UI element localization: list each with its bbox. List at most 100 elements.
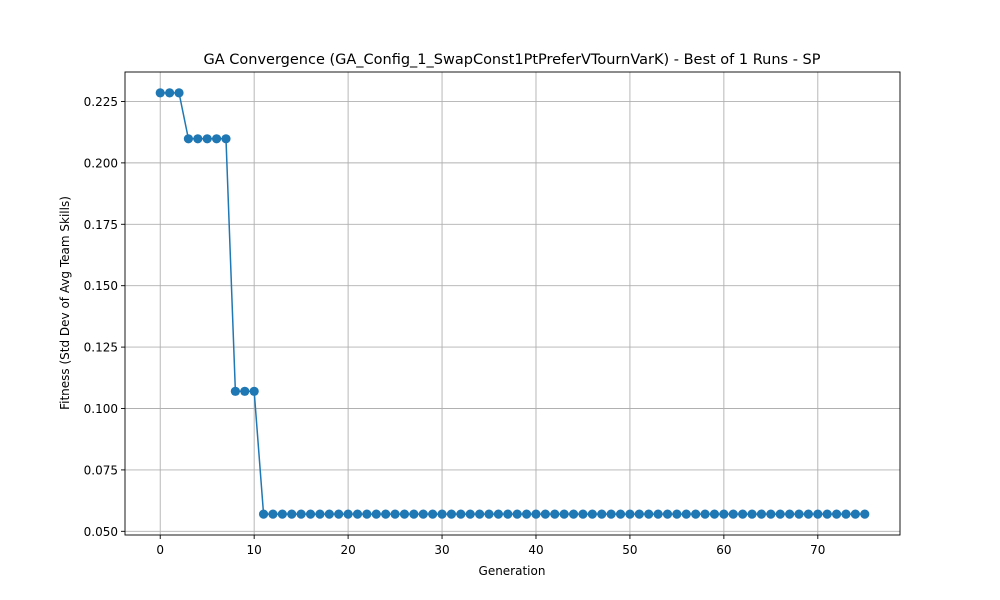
data-point [193, 134, 203, 144]
data-point [568, 509, 579, 519]
data-point [503, 509, 513, 519]
data-point [230, 386, 240, 396]
data-point [202, 134, 212, 144]
data-point [587, 509, 597, 519]
x-tick-label: 30 [434, 543, 449, 557]
x-tick-label: 10 [247, 543, 262, 557]
data-point [165, 88, 175, 98]
data-point [240, 386, 250, 396]
data-point [738, 509, 748, 519]
data-point [841, 509, 851, 519]
data-point [399, 509, 410, 519]
data-point [465, 509, 475, 519]
y-tick-label: 0.100 [84, 402, 118, 416]
data-point [512, 509, 522, 519]
data-point [418, 509, 428, 519]
x-axis-label: Generation [479, 564, 546, 578]
data-point [550, 509, 560, 519]
data-point [183, 134, 194, 144]
data-point [634, 509, 644, 519]
chart-title: GA Convergence (GA_Config_1_SwapConst1Pt… [204, 52, 821, 68]
data-point [803, 509, 814, 519]
data-point [221, 134, 231, 144]
data-point [456, 509, 466, 519]
data-point [662, 509, 673, 519]
data-point [287, 509, 297, 519]
data-point [437, 509, 447, 519]
data-point [484, 509, 494, 519]
data-point [625, 509, 635, 519]
data-point [493, 509, 504, 519]
data-point [597, 509, 607, 519]
data-point [475, 509, 485, 519]
data-point [343, 509, 353, 519]
data-point [606, 509, 616, 519]
data-point [728, 509, 738, 519]
data-point [813, 509, 823, 519]
data-point [174, 88, 184, 98]
data-point [296, 509, 306, 519]
y-tick-label: 0.200 [84, 156, 118, 170]
data-point [268, 509, 278, 519]
y-tick-label: 0.150 [84, 279, 118, 293]
x-axis-ticks: 0 10 20 30 40 50 60 70 [156, 535, 825, 557]
data-point [578, 509, 588, 519]
data-point [860, 509, 870, 519]
data-point [785, 509, 795, 519]
data-point [747, 509, 757, 519]
y-tick-label: 0.125 [84, 341, 118, 355]
x-tick-label: 40 [528, 543, 543, 557]
series-layer [155, 88, 870, 519]
data-point [211, 134, 222, 144]
data-point [409, 509, 419, 519]
data-point [277, 509, 287, 519]
x-tick-label: 70 [810, 543, 825, 557]
data-point [644, 509, 654, 519]
x-tick-label: 20 [340, 543, 355, 557]
data-point [700, 509, 710, 519]
data-point [756, 509, 767, 519]
data-point [531, 509, 541, 519]
data-point [794, 509, 804, 519]
data-point [390, 509, 400, 519]
data-point [249, 386, 259, 396]
plot-frame [124, 71, 901, 536]
data-point [305, 509, 316, 519]
y-tick-label: 0.175 [84, 218, 118, 232]
data-point [719, 509, 729, 519]
data-point [822, 509, 832, 519]
y-tick-label: 0.075 [84, 463, 118, 477]
data-point [691, 509, 701, 519]
data-point [315, 509, 325, 519]
data-point [831, 509, 842, 519]
x-tick-label: 60 [716, 543, 731, 557]
data-point [521, 509, 532, 519]
x-tick-label: 0 [156, 543, 164, 557]
data-point [709, 509, 720, 519]
data-point [371, 509, 381, 519]
data-point [155, 88, 165, 98]
y-axis-label: Fitness (Std Dev of Avg Team Skills) [58, 196, 72, 410]
data-point [672, 509, 682, 519]
data-point [446, 509, 457, 519]
data-point [615, 509, 626, 519]
grid-lines [125, 72, 900, 535]
y-tick-label: 0.225 [84, 95, 118, 109]
series-line [160, 92, 865, 515]
data-point [334, 509, 344, 519]
data-point [362, 509, 372, 519]
x-tick-label: 50 [622, 543, 637, 557]
data-point [258, 509, 269, 519]
data-point [428, 509, 438, 519]
data-point [653, 509, 663, 519]
y-tick-label: 0.050 [84, 525, 118, 539]
data-point [381, 509, 391, 519]
data-point [775, 509, 785, 519]
data-point [540, 509, 550, 519]
data-point [324, 509, 334, 519]
data-point [766, 509, 776, 519]
data-point [850, 509, 860, 519]
y-axis-ticks: 0.050 0.075 0.100 0.125 0.150 0.175 0.200 0.225 [84, 95, 125, 539]
data-point [352, 509, 363, 519]
